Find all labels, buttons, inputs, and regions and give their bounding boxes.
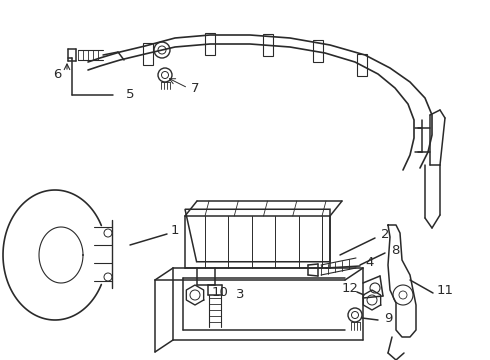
Text: 11: 11 — [437, 284, 454, 297]
Text: 5: 5 — [126, 89, 134, 102]
Text: 9: 9 — [384, 311, 392, 324]
Bar — [143, 43, 153, 65]
Bar — [263, 34, 273, 56]
Text: 2: 2 — [381, 229, 389, 242]
Text: 4: 4 — [366, 256, 374, 270]
Bar — [357, 54, 367, 76]
Text: 3: 3 — [236, 288, 244, 302]
Bar — [313, 40, 323, 62]
Text: 8: 8 — [391, 243, 399, 256]
Bar — [205, 33, 215, 55]
Text: 12: 12 — [342, 282, 359, 294]
Text: 6: 6 — [53, 68, 61, 81]
Text: 7: 7 — [191, 81, 199, 94]
Text: 1: 1 — [171, 224, 179, 237]
Polygon shape — [185, 209, 330, 262]
Text: 10: 10 — [212, 285, 228, 298]
